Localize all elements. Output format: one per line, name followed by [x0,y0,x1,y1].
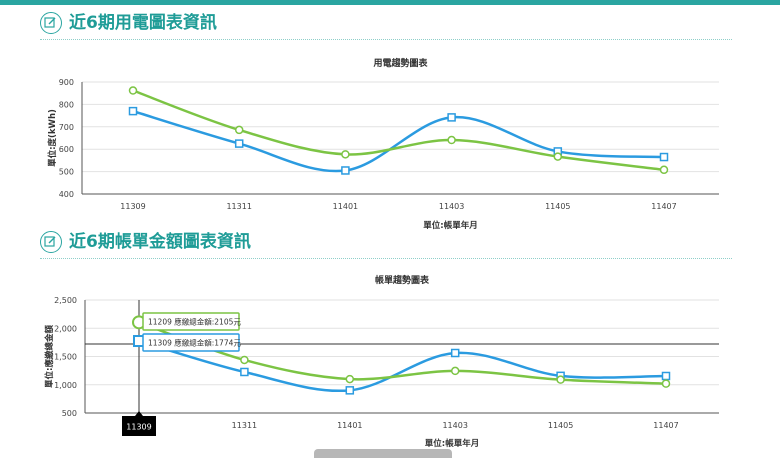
tooltip: 11309 應繳總金額:1774元 [142,333,241,352]
section-title: 近6期用電圖表資訊 [69,13,217,33]
horizontal-scrollbar[interactable] [314,449,452,458]
data-point-square [450,348,460,358]
y-axis-label: 單位:度(kWh) [47,109,58,167]
x-tick-label: 11309 [120,202,145,211]
x-tick-label: 11407 [653,421,678,430]
edit-icon [40,231,62,253]
top-accent-bar [0,0,780,5]
edit-icon [40,12,62,34]
data-point-circle [240,355,249,365]
y-tick-label: 900 [59,78,74,87]
y-tick-label: 600 [59,145,74,154]
data-point-circle [447,135,456,145]
crosshair-x-label-pointer [135,411,143,416]
data-point-square [345,386,355,395]
tooltip-box [142,312,240,331]
x-tick-label: 11401 [337,421,362,430]
data-point-circle [659,165,669,175]
data-point-circle [553,152,563,161]
data-point-square [341,166,350,175]
x-tick-label: 11403 [439,202,464,211]
data-point-square [659,152,669,162]
y-tick-label: 2,500 [54,296,77,305]
tooltip-text: 11209 應繳總金額:2105元 [148,317,241,327]
y-tick-label: 400 [59,190,74,199]
crosshair-x-label-box [122,416,156,436]
tooltip-box [142,333,240,352]
data-point-circle [234,125,244,135]
x-tick-label: 11405 [548,421,573,430]
series-line [132,109,665,173]
y-tick-label: 500 [62,409,77,418]
x-tick-label: 11407 [651,202,676,211]
x-tick-label: 11311 [232,421,257,430]
data-point-square [447,113,456,122]
bill-section-header: 近6期帳單金額圖表資訊 [40,230,732,259]
section-title: 近6期帳單金額圖表資訊 [69,232,251,252]
tooltip-text: 11309 應繳總金額:1774元 [148,338,241,348]
y-tick-label: 1,500 [54,353,77,362]
data-point-square [234,139,244,148]
x-axis-label: 單位:帳單年月 [423,220,477,231]
x-tick-label: 11405 [545,202,570,211]
x-tick-label: 11403 [442,421,467,430]
y-tick-label: 500 [59,168,74,177]
crosshair-x-label: 11309 [126,423,151,432]
x-axis-label: 單位:帳單年月 [425,438,479,449]
data-point-circle [345,374,355,384]
y-axis-label: 單位:應繳總金額 [44,325,55,388]
data-point-circle [341,150,350,159]
x-tick-label: 11401 [333,202,358,211]
data-point-square [240,367,249,377]
usage-section-header: 近6期用電圖表資訊 [40,11,732,40]
series-line [138,321,667,385]
series-line [132,89,665,172]
x-tick-label: 11311 [226,202,251,211]
data-point-square [128,106,138,116]
data-point-circle [450,366,460,376]
y-tick-label: 2,000 [54,324,77,333]
data-point-circle [128,86,138,95]
y-tick-label: 1,000 [54,381,77,390]
series-line [138,339,667,393]
chart-title: 用電趨勢圖表 [372,57,428,69]
data-point-circle [556,375,565,384]
y-tick-label: 800 [59,100,74,109]
chart-title: 帳單趨勢圖表 [375,274,430,286]
data-point-square [661,371,671,381]
tooltip: 11209 應繳總金額:2105元 [142,312,241,331]
data-point-circle [661,379,671,388]
y-tick-label: 700 [59,123,74,132]
